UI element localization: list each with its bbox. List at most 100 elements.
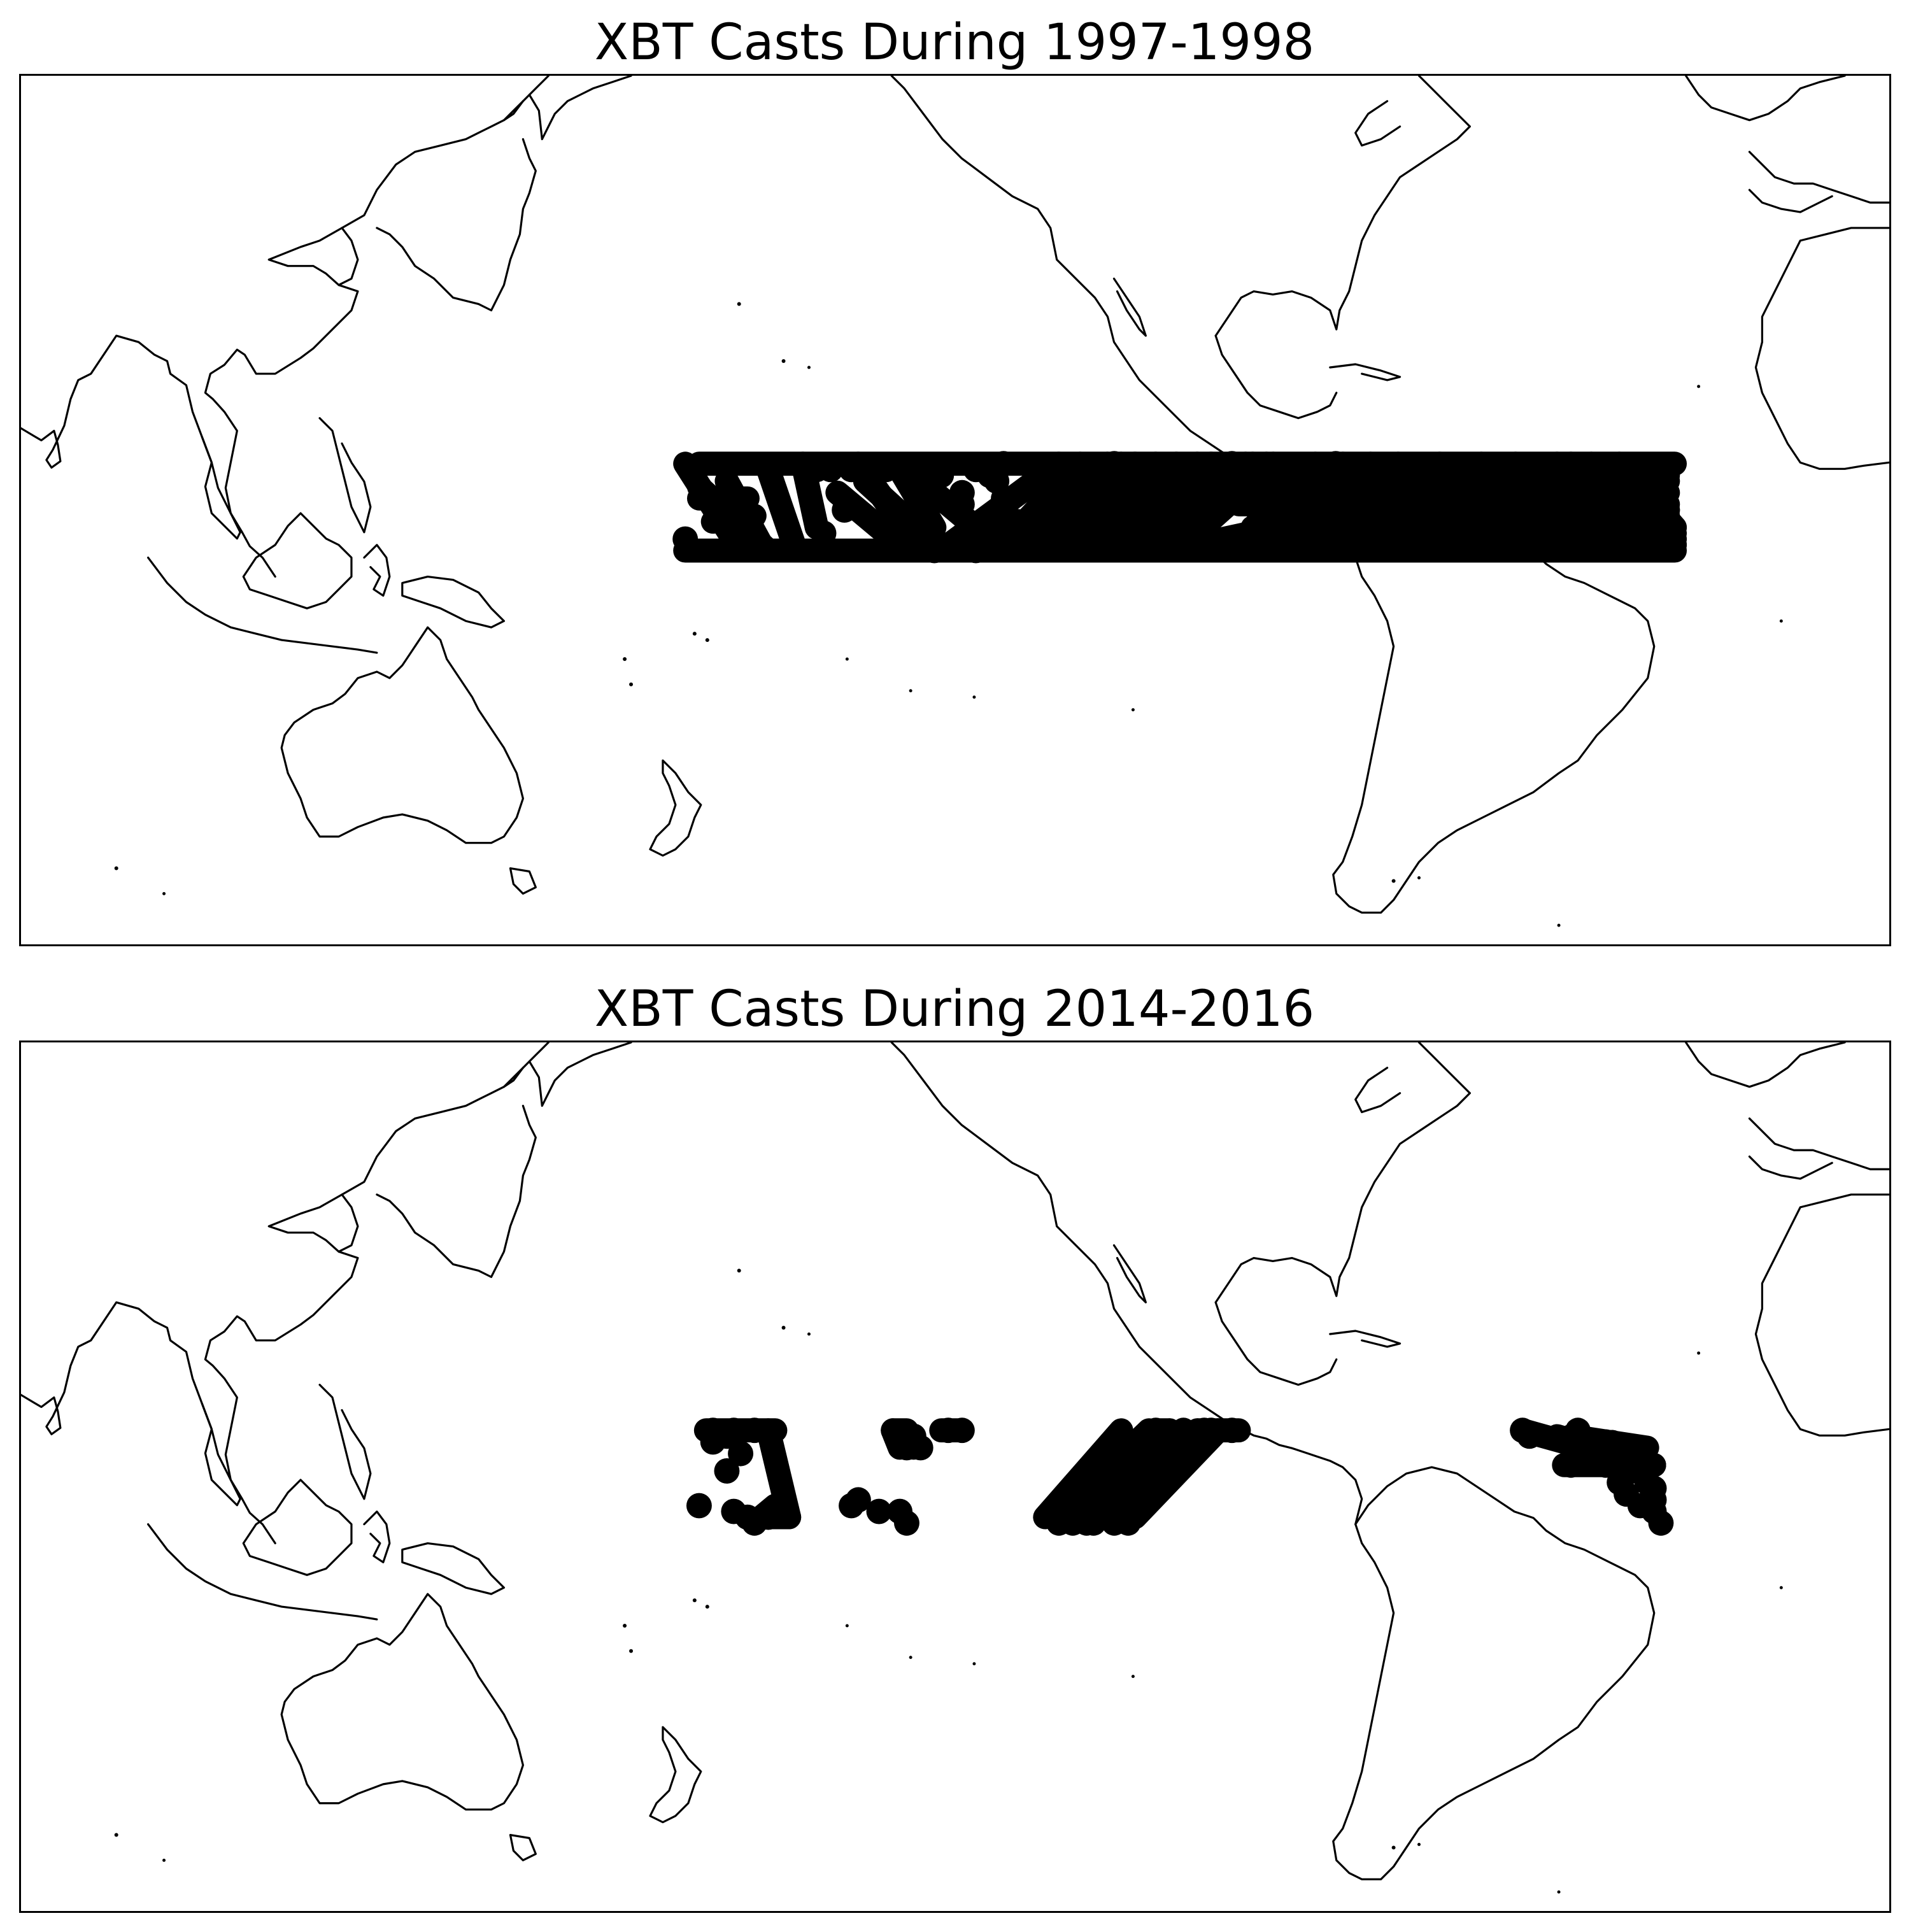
xbt-cast-marker xyxy=(1316,492,1342,517)
coast-malay-peninsula xyxy=(201,436,276,578)
xbt-cast-marker xyxy=(1344,503,1370,529)
xbt-cast-marker xyxy=(921,537,947,564)
xbt-cast-marker xyxy=(963,457,989,483)
xbt-cast-marker xyxy=(741,1417,767,1444)
xbt-cast-marker xyxy=(1323,451,1349,477)
coast-cuba xyxy=(1329,1330,1402,1348)
xbt-cast-marker xyxy=(1392,509,1418,535)
xbt-cast-marker xyxy=(900,457,926,483)
coast-sulawesi xyxy=(363,544,391,597)
xbt-cast-marker xyxy=(1641,479,1667,506)
coast-mexico-gulf xyxy=(1214,334,1338,420)
coast-tasmania xyxy=(509,867,537,895)
coast-sumatra-java xyxy=(146,557,378,654)
coast-kamchatka xyxy=(528,76,632,141)
coast-europe xyxy=(1685,1042,1889,1170)
xbt-cast-marker xyxy=(839,457,864,483)
panel-title-2014: XBT Casts During 2014-2016 xyxy=(594,981,1315,1038)
xbt-cast-marker xyxy=(928,462,954,488)
coast-iberia xyxy=(1748,1155,1833,1180)
xbt-cast-marker xyxy=(907,1435,933,1461)
coast-africa xyxy=(1754,227,1889,470)
coast-new-guinea xyxy=(401,1542,506,1595)
xbt-track-3 xyxy=(756,457,809,563)
coast-kamchatka xyxy=(528,1042,632,1107)
coast-korea-japan xyxy=(337,100,537,311)
xbt-cast-marker xyxy=(1399,468,1425,494)
coast-new-guinea xyxy=(401,575,506,629)
coast-borneo xyxy=(242,512,353,609)
coast-australia xyxy=(280,626,524,844)
xbt-cast-marker xyxy=(1600,492,1626,517)
xbt-cast-marker xyxy=(963,537,989,564)
xbt-cast-marker xyxy=(1371,468,1397,494)
coast-asia xyxy=(21,1042,550,1507)
xbt-cast-marker xyxy=(1510,515,1536,541)
xbt-cast-marker xyxy=(1516,1423,1542,1449)
xbt-track-14 xyxy=(1123,1418,1230,1530)
coast-borneo xyxy=(242,1479,353,1576)
xbt-cast-marker xyxy=(1344,479,1370,506)
coast-europe xyxy=(1685,76,1889,204)
coast-korea-japan xyxy=(337,1067,537,1278)
map-2014-svg xyxy=(21,1042,1889,1894)
xbt-cast-marker xyxy=(686,1493,712,1519)
coast-malay-peninsula xyxy=(201,1402,276,1545)
coast-mexico-gulf xyxy=(1214,1301,1338,1386)
xbt-cast-marker xyxy=(1614,520,1640,546)
coast-baja xyxy=(1112,278,1147,337)
xbt-cast-marker xyxy=(893,1510,919,1536)
xbt-cast-marker xyxy=(991,451,1017,477)
xbt-cast-marker xyxy=(873,457,899,483)
xbt-cast-marker xyxy=(818,457,844,483)
xbt-cast-marker xyxy=(1074,468,1100,494)
coast-australia xyxy=(280,1593,524,1811)
xbt-cast-marker xyxy=(721,1417,747,1444)
xbt-cast-marker xyxy=(1593,1452,1619,1478)
xbt-cast-marker xyxy=(832,497,858,523)
coast-gulf-us-east xyxy=(1214,1092,1471,1303)
coast-new-zealand xyxy=(649,1726,702,1824)
xbt-cast-marker xyxy=(1198,1417,1224,1444)
coast-canada xyxy=(1354,76,1471,147)
xbt-cast-dots xyxy=(686,1417,1674,1536)
xbt-cast-marker xyxy=(1586,468,1612,494)
xbt-track-48 xyxy=(1240,515,1666,546)
xbt-cast-marker xyxy=(1544,479,1570,506)
xbt-cast-marker xyxy=(1219,1417,1245,1444)
xbt-cast-marker xyxy=(866,1498,892,1524)
xbt-cast-marker xyxy=(1620,1458,1646,1484)
xbt-cast-marker xyxy=(1274,468,1300,494)
xbt-cast-marker xyxy=(1004,509,1030,535)
coast-sulawesi xyxy=(363,1510,391,1564)
xbt-cast-marker xyxy=(672,526,699,552)
xbt-cast-marker xyxy=(755,1504,781,1530)
pacific-islands-1997 xyxy=(114,302,1783,927)
xbt-cast-marker xyxy=(714,1458,740,1484)
coast-philippines xyxy=(318,417,372,534)
coast-africa xyxy=(1754,1193,1889,1437)
xbt-cast-marker xyxy=(1081,1510,1107,1536)
coastlines-1997 xyxy=(21,76,1889,914)
coast-canada xyxy=(1354,1042,1471,1114)
xbt-cast-marker xyxy=(1101,451,1127,477)
xbt-cast-dots xyxy=(672,451,1681,564)
xbt-cast-marker xyxy=(1558,1452,1584,1478)
xbt-cast-marker xyxy=(1461,457,1487,483)
xbt-cast-marker xyxy=(1648,1510,1674,1536)
xbt-cast-marker xyxy=(984,515,1010,541)
coast-south-america xyxy=(1332,1466,1656,1880)
xbt-cast-marker xyxy=(811,520,837,546)
map-panel-1997 xyxy=(19,74,1891,946)
coast-philippines xyxy=(318,1384,372,1500)
coast-new-zealand xyxy=(649,759,702,857)
xbt-track-54 xyxy=(700,504,767,534)
xbt-cast-marker xyxy=(1614,462,1640,488)
xbt-cast-marker xyxy=(1170,1417,1196,1444)
xbt-cast-marker xyxy=(1025,457,1051,483)
coast-gulf-us-east xyxy=(1214,125,1471,337)
xbt-cast-marker xyxy=(1530,520,1556,546)
xbt-cast-marker xyxy=(1419,497,1445,523)
coast-iberia xyxy=(1748,188,1833,213)
pacific-islands-2014 xyxy=(114,1268,1783,1894)
